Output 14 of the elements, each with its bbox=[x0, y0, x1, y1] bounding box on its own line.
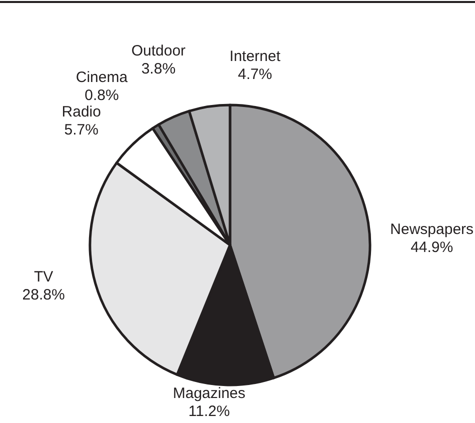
slice-label: Magazines bbox=[172, 384, 246, 402]
slice-label: Outdoor bbox=[131, 42, 186, 60]
data-label: 3.8% bbox=[141, 60, 176, 78]
data-label: 28.8% bbox=[22, 286, 65, 304]
data-label: 0.8% bbox=[84, 86, 119, 104]
slice-label: TV bbox=[34, 268, 54, 286]
data-label: 5.7% bbox=[64, 121, 98, 138]
slice-label: Cinema bbox=[76, 68, 128, 86]
data-label: 11.2% bbox=[188, 402, 230, 420]
slice-label: Newspapers bbox=[390, 221, 474, 238]
data-label: 4.7% bbox=[238, 66, 272, 83]
data-label: 44.9% bbox=[410, 239, 454, 256]
slice-label: Radio bbox=[62, 103, 101, 120]
slice-label: Internet bbox=[230, 48, 282, 65]
